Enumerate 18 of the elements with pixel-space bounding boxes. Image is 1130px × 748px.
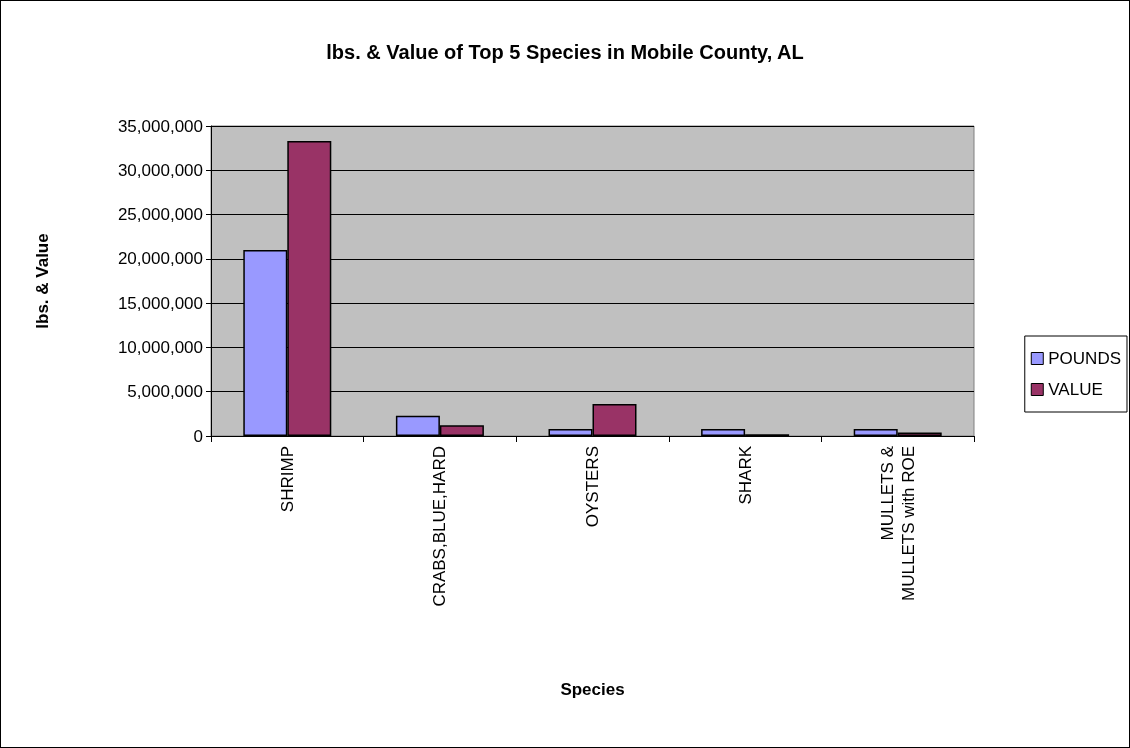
y-axis-title: lbs. & Value bbox=[33, 233, 52, 329]
y-tick-label: 35,000,000 bbox=[117, 116, 203, 136]
x-tick-label: CRABS,BLUE,HARD bbox=[430, 446, 450, 607]
y-tick-label: 25,000,000 bbox=[117, 205, 203, 225]
y-tick-label: 0 bbox=[193, 426, 203, 446]
y-tick-label: 5,000,000 bbox=[127, 382, 203, 402]
chart-title: lbs. & Value of Top 5 Species in Mobile County, AL bbox=[326, 41, 804, 63]
x-tick-label: OYSTERS bbox=[583, 446, 602, 528]
legend-label: VALUE bbox=[1048, 380, 1103, 399]
x-tick-label: SHARK bbox=[735, 445, 755, 505]
y-tick-label: 20,000,000 bbox=[117, 249, 203, 269]
y-tick-label: 10,000,000 bbox=[117, 337, 203, 357]
x-axis-title: Species bbox=[560, 680, 625, 699]
y-tick-label: 15,000,000 bbox=[117, 293, 203, 313]
x-tick-label: SHRIMP bbox=[277, 446, 297, 513]
legend-label: POUNDS bbox=[1048, 349, 1121, 368]
y-tick-label: 30,000,000 bbox=[117, 160, 203, 180]
x-tick-label: MULLETS & MULLETS with ROE bbox=[877, 445, 918, 601]
